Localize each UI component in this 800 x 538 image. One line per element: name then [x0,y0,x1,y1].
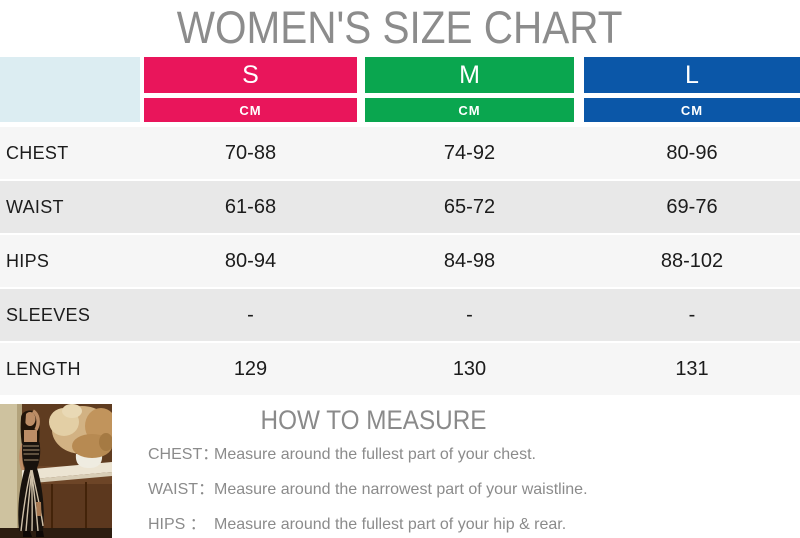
column-spacer [357,343,365,395]
row-label-sleeves: SLEEVES [6,304,91,325]
cell-hips-l: 88-102 [660,249,724,272]
page-title-text: WOMEN'S SIZE CHART [177,2,623,53]
table-row-hips: HIPS 80-94 84-98 88-102 [0,235,800,287]
measure-item-hips: HIPS ： Measure around the fullest part o… [148,514,620,535]
row-label-chest: CHEST [6,142,69,163]
row-label-length: LENGTH [6,358,81,379]
row-label-waist: WAIST [6,196,64,217]
unit-cell-s: CM [144,98,357,122]
column-spacer [357,127,365,179]
measure-label-hips: HIPS ： [148,516,206,533]
size-table-body: CHEST 70-88 74-92 80-96 WAIST 61-68 65-7… [0,127,800,397]
cell-sleeves-m: - [466,303,473,326]
cell-length-s: 129 [233,357,268,380]
column-spacer [357,289,365,341]
column-spacer [357,181,365,233]
cell-sleeves-s: - [247,303,254,326]
cell-sleeves-l: - [688,303,696,326]
size-table-header: S M L CM CM CM [0,57,800,122]
cell-hips-m: 84-98 [443,249,496,272]
row-label-hips: HIPS [6,250,50,271]
cell-chest-s: 70-88 [224,141,277,164]
cell-waist-s: 61-68 [224,195,277,218]
measure-item-chest: CHEST： Measure around the fullest part o… [148,444,620,465]
column-spacer [574,343,584,395]
model-photo-illustration [0,404,117,538]
column-spacer [574,127,584,179]
unit-cell-l: CM [584,98,800,122]
measure-label-waist: WAIST： [148,481,215,498]
size-header-s: S [144,57,357,93]
measure-text-chest: Measure around the fullest part of your … [214,446,536,463]
measure-instructions: CHEST： Measure around the fullest part o… [128,444,620,535]
cell-chest-l: 80-96 [666,141,718,164]
page-title: WOMEN'S SIZE CHART [0,0,800,56]
measure-item-waist: WAIST： Measure around the narrowest part… [148,479,620,500]
size-header-m: M [365,57,574,93]
column-spacer [574,289,584,341]
how-to-measure-heading-text: HOW TO MEASURE [261,405,487,435]
column-spacer [574,235,584,287]
measure-label-chest: CHEST： [148,446,219,463]
unit-cell-m: CM [365,98,574,122]
table-row-length: LENGTH 129 130 131 [0,343,800,395]
cell-waist-l: 69-76 [666,195,718,218]
column-spacer [357,235,365,287]
model-photo [0,404,117,538]
measure-text-waist: Measure around the narrowest part of you… [214,481,588,498]
measure-text-hips: Measure around the fullest part of your … [214,516,567,533]
table-row-sleeves: SLEEVES - - - [0,289,800,341]
size-header-l: L [584,57,800,93]
how-to-measure-section: HOW TO MEASURE CHEST： Measure around the… [128,402,620,538]
cell-length-l: 131 [675,357,709,380]
how-to-measure-heading: HOW TO MEASURE [128,402,620,438]
table-row-waist: WAIST 61-68 65-72 69-76 [0,181,800,233]
cell-waist-m: 65-72 [443,195,496,218]
cell-hips-s: 80-94 [224,249,277,272]
cell-chest-m: 74-92 [443,141,496,164]
column-spacer [574,181,584,233]
cell-length-m: 130 [452,357,487,380]
table-corner-cell [0,57,140,122]
table-row-chest: CHEST 70-88 74-92 80-96 [0,127,800,179]
